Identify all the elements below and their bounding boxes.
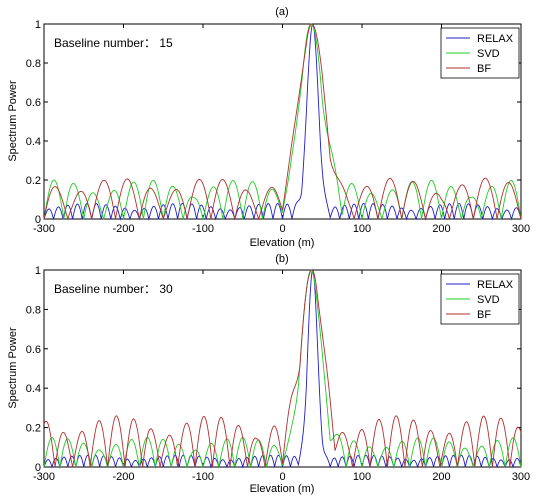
x-axis-label: Elevation (m) [250,483,315,495]
y-tick-label: 0.4 [26,383,41,395]
x-tick-label: 0 [279,471,285,483]
chart-title: (b) [275,253,288,265]
y-tick-label: 0.8 [26,58,41,70]
y-tick-label: 0 [35,214,41,226]
legend-label-svd: SVD [477,48,500,60]
series-lines [43,268,522,469]
y-tick-label: 0.6 [26,344,41,356]
x-tick-label: -300 [33,471,55,483]
y-tick-label: 0 [35,462,41,474]
y-tick-label: 0.2 [26,423,41,435]
legend: RELAX SVD BF [440,27,520,79]
x-tick-label: 100 [353,223,371,235]
y-tick-label: 0.8 [26,304,41,316]
x-tick-label: 100 [353,471,371,483]
baseline-annotation: Baseline number： 30 [54,282,173,296]
x-axis-label: Elevation (m) [250,237,315,249]
x-tick-label: -100 [192,223,214,235]
series-line-bf [43,269,522,468]
x-tick-label: 0 [279,223,285,235]
series-line-svd [43,269,522,469]
x-tick-label: -200 [112,471,134,483]
x-tick-label: 200 [432,223,450,235]
y-axis-label: Spectrum Power [7,80,19,162]
y-tick-label: 0.6 [26,97,41,109]
baseline-annotation: Baseline number： 15 [54,36,173,50]
y-tick-label: 0.4 [26,136,41,148]
legend: RELAX SVD BF [440,273,520,325]
series-lines [43,22,522,221]
y-tick-label: 1 [35,265,41,277]
legend-label-bf: BF [477,309,491,321]
x-tick-label: -200 [112,223,134,235]
x-tick-label: -300 [33,223,55,235]
legend-label-relax: RELAX [477,33,514,45]
series-line-bf [43,23,522,221]
x-tick-label: 300 [512,223,530,235]
x-tick-label: 300 [512,471,530,483]
ticks: -300 -200 -100 0 100 200 300 0 0.2 0.4 0.6 0.8 1 [26,19,530,235]
x-tick-label: -100 [192,471,214,483]
legend-label-bf: BF [477,63,491,75]
series-line-relax [43,22,522,221]
series-line-svd [43,23,522,221]
x-tick-label: 200 [432,471,450,483]
y-tick-label: 0.2 [26,175,41,187]
chart-title: (a) [275,6,288,18]
y-axis-label: Spectrum Power [7,327,19,409]
chart-panel-a: (a) -300 -200 -100 0 100 200 300 0 0.2 0.4 0.6 0.8 1… [7,6,530,249]
legend-label-svd: SVD [477,294,500,306]
chart-panel-b: (b) -300 -200 -100 0 100 200 300 0 0.2 0.4 0.6 0.8 1… [7,253,530,495]
legend-label-relax: RELAX [477,279,514,291]
y-tick-label: 1 [35,19,41,31]
